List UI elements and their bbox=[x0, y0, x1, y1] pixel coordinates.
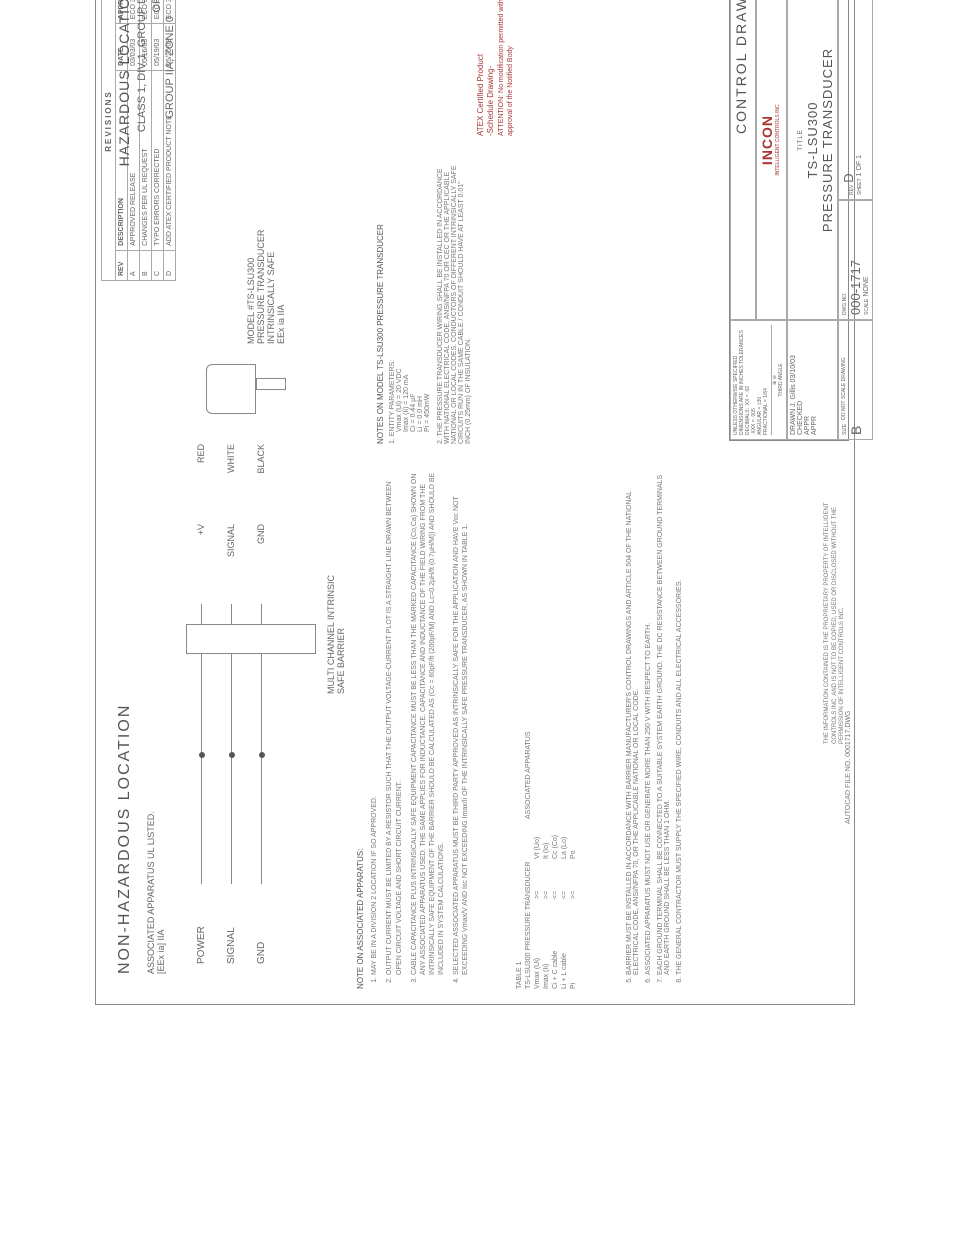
bottom-notes: BARRIER MUST BE INSTALLED IN ACCORDANCE … bbox=[626, 469, 688, 989]
model-title: TITLE TS-LSU300 PRESSURE TRANSDUCER bbox=[787, 0, 838, 320]
logo-cell: INCON INTELLIGENT CONTROLS INC bbox=[756, 0, 788, 320]
rev-sheet-cell: REV D SHEET 1 OF 1 bbox=[838, 0, 873, 200]
control-drawing-label: CONTROL DRAWING bbox=[730, 0, 756, 320]
note-item: BARRIER MUST BE INSTALLED IN ACCORDANCE … bbox=[626, 469, 640, 975]
title-block: UNLESS OTHERWISE SPECIFIED DIMENSIONS AR… bbox=[729, 0, 849, 441]
wire-power: POWER +V RED bbox=[186, 444, 216, 964]
table-1: TABLE 1 TS-LSU300 PRESSURE TRANSDUCERASS… bbox=[516, 689, 579, 989]
logo: INCON bbox=[759, 0, 775, 315]
notes-associated-apparatus: NOTE ON ASSOCIATED APPARATUS: MAY BE IN … bbox=[356, 469, 476, 989]
assoc-apparatus-label: ASSOCIATED APPARATUS UL LISTED. [EEx ia]… bbox=[146, 811, 166, 974]
haz-title: HAZARDOUS LOCATION bbox=[116, 0, 132, 166]
wiring-diagram: POWER +V RED SIGNAL SIGNAL WHITE GND GND… bbox=[186, 444, 326, 964]
model-label: MODEL #TS-LSU300 PRESSURE TRANSDUCER INT… bbox=[246, 194, 286, 344]
dwg-no-cell: DWG NO. 000-1717 SCALE NONE bbox=[838, 200, 873, 320]
note-item: SELECTED ASSOCIATED APPARATUS MUST BE TH… bbox=[452, 469, 470, 975]
atex-notice: ATEX Certified Product -Schedule Drawing… bbox=[476, 0, 515, 136]
haz-group: GROUP IIA, ZONE 0 bbox=[164, 16, 176, 119]
notes-transducer: NOTES ON MODEL TS-LSU300 PRESSURE TRANSD… bbox=[376, 164, 472, 444]
proprietary-notice: THE INFORMATION CONTAINED IS THE PROPRIE… bbox=[824, 484, 846, 744]
wire-signal: SIGNAL SIGNAL WHITE bbox=[216, 444, 246, 964]
barrier-label: MULTI CHANNEL INTRINSIC SAFE BARRIER bbox=[326, 574, 346, 694]
haz-or: OR bbox=[151, 0, 163, 13]
haz-class: CLASS 1, DIV 1, GROUP D bbox=[136, 0, 148, 132]
note-item: ASSOCIATED APPARATUS MUST NOT USE OR GEN… bbox=[645, 469, 652, 975]
drawing-frame: REVISIONS REV DESCRIPTION DATE APPROVED … bbox=[95, 0, 855, 1005]
note-item: OUTPUT CURRENT MUST BE LIMITED BY A RESI… bbox=[385, 469, 403, 975]
transducer-icon bbox=[206, 354, 286, 414]
nonhaz-title: NON-HAZARDOUS LOCATION bbox=[116, 704, 134, 974]
note-item: EACH GROUND TERMINAL SHALL BE CONNECTED … bbox=[657, 469, 671, 975]
note-item: CABLE CAPACITANCE PLUS INTRINSICALLY SAF… bbox=[410, 469, 446, 975]
note-item: MAY BE IN A DIVISION 2 LOCATION IF SO AP… bbox=[370, 469, 379, 975]
autocad-file: AUTOCAD FILE NO. 0001717.DWG bbox=[845, 711, 852, 824]
wire-gnd: GND GND BLACK bbox=[246, 444, 276, 964]
size-cell: SIZEB DO NOT SCALE DRAWING bbox=[838, 320, 873, 440]
drawn-cell: DRAWN J. Gillis 03/10/03 CHECKED APPR AP… bbox=[787, 320, 838, 440]
note-item: THE GENERAL CONTRACTOR MUST SUPPLY THE S… bbox=[676, 469, 683, 975]
tolerances: UNLESS OTHERWISE SPECIFIED DIMENSIONS AR… bbox=[730, 320, 787, 440]
barrier-icon bbox=[186, 624, 316, 654]
